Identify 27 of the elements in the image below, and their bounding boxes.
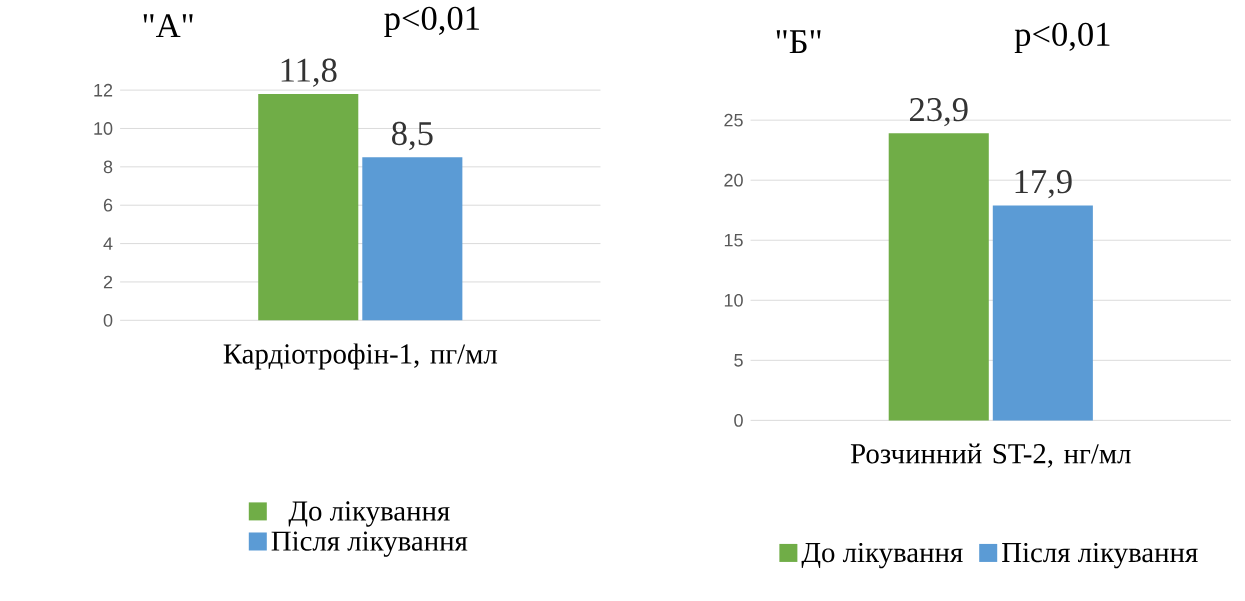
y-tick-label: 0 xyxy=(734,414,743,428)
y-tick-label: 6 xyxy=(103,199,113,212)
y-tick-label: 15 xyxy=(724,234,743,247)
data-label: 17,9 xyxy=(1015,170,1072,199)
y-tick-label: 4 xyxy=(103,237,113,251)
y-tick-label: 10 xyxy=(94,122,113,136)
legend-label: До лікування xyxy=(801,543,963,569)
y-tick-label: 0 xyxy=(103,314,113,327)
text: p<0,01 xyxy=(384,6,479,38)
data-label: 23,9 xyxy=(909,98,968,127)
x-tick-label: Кардіотрофін-1, пг/мл xyxy=(223,343,498,370)
y-tick-label: 2 xyxy=(103,275,113,289)
legend-label: Після лікування xyxy=(271,531,468,557)
y-tick-label: 20 xyxy=(724,174,743,187)
data-label: 8,5 xyxy=(392,122,433,151)
y-tick-label: 25 xyxy=(724,114,743,127)
y-tick-label: 8 xyxy=(103,160,113,174)
data-label: 11,8 xyxy=(281,58,337,88)
x-tick-label: Розчинний ST-2, нг/мл xyxy=(850,443,1131,468)
legend-label: До лікування xyxy=(288,501,450,527)
y-tick-label: 10 xyxy=(724,294,743,307)
y-tick-label: 12 xyxy=(94,84,113,97)
legend-label: Після лікування xyxy=(1002,543,1198,569)
y-tick-label: 5 xyxy=(734,354,743,367)
text: p<0,01 xyxy=(1014,22,1110,54)
chart-title: "А" xyxy=(143,14,193,38)
chart-title: "Б" xyxy=(776,30,821,54)
